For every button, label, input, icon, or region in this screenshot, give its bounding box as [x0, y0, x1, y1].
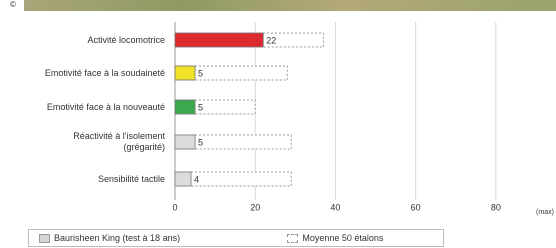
x-tick-label: 20	[250, 202, 260, 212]
credit: ©	[10, 0, 16, 9]
value-label: 5	[198, 137, 203, 147]
y-tick-label: Réactivité à l'isolement (grégarité)	[37, 127, 165, 157]
bar	[175, 100, 195, 114]
legend-label: Moyenne 50 étalons	[302, 233, 383, 243]
photo-strip	[24, 0, 556, 11]
bar	[175, 172, 191, 186]
legend-swatch	[287, 234, 298, 243]
y-tick-label: Activité locomotrice	[37, 25, 165, 55]
legend-item: Baurisheen King (test à 18 ans)	[29, 233, 277, 243]
y-tick-label: Emotivité face à la soudaineté	[37, 58, 165, 88]
value-label: 4	[194, 174, 199, 184]
value-label: 22	[266, 35, 276, 45]
y-tick-label: Sensibilité tactile	[37, 164, 165, 194]
x-tick-label: 40	[330, 202, 340, 212]
legend-label: Baurisheen King (test à 18 ans)	[54, 233, 180, 243]
bar	[175, 33, 263, 47]
y-tick-label: Emotivité face à la nouveauté	[37, 92, 165, 122]
page: © 0 20 40 60 80 (max) 22 5 5 5 4 Baurisheen King (…	[0, 0, 556, 248]
x-tick-label: 0	[172, 202, 177, 212]
legend-item: Moyenne 50 étalons	[277, 233, 443, 243]
legend-swatch	[39, 234, 50, 243]
value-label: 5	[198, 68, 203, 78]
x-tick-label: 60	[411, 202, 421, 212]
x-axis-label: (max)	[536, 209, 554, 216]
bar	[175, 135, 195, 149]
bar	[175, 66, 195, 80]
value-label: 5	[198, 102, 203, 112]
average-bar	[175, 172, 291, 186]
x-tick-label: 80	[491, 202, 501, 212]
legend: Baurisheen King (test à 18 ans) Moyenne 5…	[28, 229, 444, 247]
